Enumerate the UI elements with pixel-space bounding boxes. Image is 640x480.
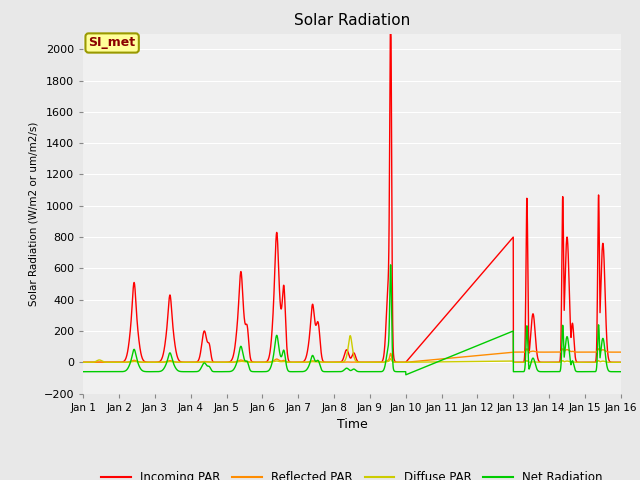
Diffuse PAR: [346, 333, 354, 338]
Reflected PAR: [617, 349, 625, 355]
Title: Solar Radiation: Solar Radiation: [294, 13, 410, 28]
Diffuse PAR: [566, 359, 573, 365]
Net Radiation: [195, 368, 202, 374]
Line: Incoming PAR: Incoming PAR: [83, 34, 621, 362]
Incoming PAR: [617, 360, 625, 365]
Diffuse PAR: [617, 360, 625, 365]
Diffuse PAR: [79, 360, 87, 365]
Net Radiation: [404, 371, 412, 377]
Net Radiation: [617, 369, 625, 374]
Net Radiation: [387, 262, 394, 268]
Reflected PAR: [404, 359, 412, 365]
Diffuse PAR: [414, 359, 422, 365]
Net Radiation: [230, 367, 237, 372]
Reflected PAR: [595, 346, 602, 352]
Net Radiation: [79, 369, 87, 374]
Reflected PAR: [566, 348, 573, 354]
Net Radiation: [414, 367, 422, 373]
Incoming PAR: [230, 353, 237, 359]
Net Radiation: [402, 372, 410, 378]
Incoming PAR: [387, 31, 394, 36]
Line: Net Radiation: Net Radiation: [83, 265, 621, 375]
Legend: Incoming PAR, Reflected PAR, Diffuse PAR, Net Radiation: Incoming PAR, Reflected PAR, Diffuse PAR…: [97, 466, 607, 480]
Diffuse PAR: [617, 360, 625, 365]
Reflected PAR: [414, 358, 422, 364]
Incoming PAR: [79, 360, 87, 365]
Reflected PAR: [195, 360, 202, 365]
Reflected PAR: [230, 359, 237, 365]
Incoming PAR: [617, 360, 625, 365]
Y-axis label: Solar Radiation (W/m2 or um/m2/s): Solar Radiation (W/m2 or um/m2/s): [28, 121, 38, 306]
Reflected PAR: [79, 360, 87, 365]
Net Radiation: [617, 369, 625, 374]
Reflected PAR: [617, 349, 625, 355]
Line: Reflected PAR: Reflected PAR: [83, 349, 621, 362]
Line: Diffuse PAR: Diffuse PAR: [83, 336, 621, 362]
X-axis label: Time: Time: [337, 418, 367, 431]
Diffuse PAR: [404, 360, 412, 365]
Incoming PAR: [414, 346, 422, 351]
Net Radiation: [566, 355, 574, 361]
Incoming PAR: [195, 358, 202, 363]
Incoming PAR: [566, 307, 573, 312]
Diffuse PAR: [230, 360, 237, 365]
Text: SI_met: SI_met: [88, 36, 136, 49]
Diffuse PAR: [195, 360, 202, 365]
Incoming PAR: [404, 356, 412, 362]
